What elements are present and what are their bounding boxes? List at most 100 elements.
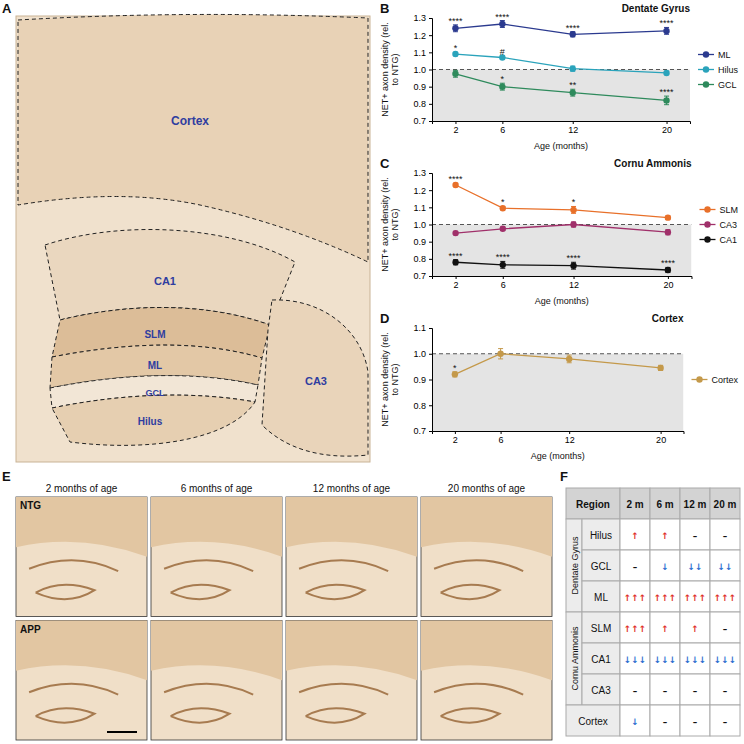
header-cell xyxy=(566,488,620,519)
y-tick: 0.9 xyxy=(413,237,432,247)
x-tick: 2 xyxy=(453,121,458,135)
row-label-cell xyxy=(582,612,620,643)
data-point xyxy=(570,65,576,71)
y-tick: 0.9 xyxy=(413,82,432,92)
x-tick: 2 xyxy=(454,276,459,290)
cortex-band xyxy=(16,497,147,557)
significance-label: **** xyxy=(566,23,581,33)
value-cell xyxy=(650,612,680,643)
series-line xyxy=(455,24,666,34)
y-axis: 0.70.80.91.01.11.21.3 xyxy=(413,168,432,281)
below-baseline-area xyxy=(432,225,691,277)
x-tick-mark xyxy=(661,431,662,434)
below-baseline-area xyxy=(432,70,690,122)
change-indicator: ↓ xyxy=(631,717,639,727)
data-point xyxy=(500,226,506,232)
significance-label: * xyxy=(572,197,576,207)
y-tick-mark xyxy=(429,190,432,191)
y-tick-mark xyxy=(429,70,432,71)
change-indicator: ↑ xyxy=(661,624,669,634)
x-tick-mark xyxy=(455,431,456,434)
data-point xyxy=(570,207,576,213)
x-axis: 261220 xyxy=(433,431,684,445)
hippocampus-outline xyxy=(164,684,253,723)
legend-marker xyxy=(703,81,709,87)
change-indicator: ↓↓↓ xyxy=(624,655,647,665)
legend-label: ML xyxy=(718,50,731,60)
legend-label: CA3 xyxy=(719,220,737,230)
y-tick: 0.7 xyxy=(413,426,432,436)
data-point xyxy=(665,214,671,220)
x-tick-label: 2 xyxy=(454,280,459,290)
y-tick-mark xyxy=(429,276,432,277)
hippocampus-outline xyxy=(434,560,523,599)
y-tick: 0.7 xyxy=(413,271,432,281)
y-tick-mark xyxy=(429,225,432,226)
y-axis-title: NET+ axon density (rel.to NTG) xyxy=(380,22,400,116)
y-tick-mark xyxy=(429,121,432,122)
value-cell xyxy=(710,519,740,550)
y-tick-mark xyxy=(429,173,432,174)
micrograph xyxy=(286,497,417,617)
plot-area xyxy=(432,182,691,276)
error-bar xyxy=(500,261,505,268)
value-cell xyxy=(710,674,740,705)
header-label: 2 m xyxy=(626,499,643,510)
chart-title: Dentate Gyrus xyxy=(622,3,691,14)
value-cell xyxy=(620,519,650,550)
y-tick-label: 1.2 xyxy=(413,186,426,196)
column-header: 20 months of age xyxy=(448,483,526,494)
column-header: 6 months of age xyxy=(181,483,253,494)
significance-label: **** xyxy=(448,16,463,26)
error-bar xyxy=(664,96,669,105)
x-tick-label: 20 xyxy=(656,435,666,445)
y-axis: 0.70.80.91.01.11.21.3 xyxy=(413,13,432,126)
value-cell xyxy=(620,643,650,674)
y-tick: 1.2 xyxy=(413,186,432,196)
change-indicator: – xyxy=(633,686,638,696)
x-tick: 12 xyxy=(568,121,578,135)
x-tick: 12 xyxy=(565,431,575,445)
x-axis-line xyxy=(433,432,684,435)
value-cell xyxy=(710,643,740,674)
micrograph-grid: 2 months of age6 months of age12 months … xyxy=(16,483,552,740)
row-label: NTG xyxy=(20,500,41,511)
y-tick: 1.3 xyxy=(413,168,432,178)
significance-label: **** xyxy=(495,12,510,22)
legend-item: Cortex xyxy=(691,375,738,385)
x-tick: 20 xyxy=(662,121,672,135)
row-label-cell xyxy=(582,674,620,705)
significance-label: **** xyxy=(496,252,511,262)
x-tick-mark xyxy=(573,121,574,124)
value-cell xyxy=(650,581,680,612)
micrograph xyxy=(286,621,417,741)
error-bar xyxy=(500,21,505,28)
annotations: * xyxy=(453,363,457,373)
y-tick-mark xyxy=(429,242,432,243)
data-point xyxy=(452,71,458,77)
legend-item: Hilus xyxy=(698,65,739,75)
error-bar xyxy=(453,70,458,77)
region-label: GCL xyxy=(146,388,166,398)
micrograph: APP xyxy=(16,621,147,741)
significance-label: **** xyxy=(661,258,676,268)
change-indicator: – xyxy=(633,562,638,572)
panel-letter: F xyxy=(560,469,568,484)
x-tick-label: 2 xyxy=(453,435,458,445)
micrograph xyxy=(421,497,552,617)
value-cell xyxy=(620,612,650,643)
value-cell xyxy=(710,705,740,736)
x-tick-mark xyxy=(668,276,669,279)
x-tick: 20 xyxy=(663,276,673,290)
change-indicator: ↓↓↓ xyxy=(654,655,677,665)
change-indicator: – xyxy=(723,717,728,727)
error-bar xyxy=(571,222,576,227)
value-cell xyxy=(620,581,650,612)
micrograph xyxy=(421,621,552,741)
data-point xyxy=(663,97,669,103)
data-point xyxy=(499,21,505,27)
error-bar xyxy=(570,89,575,96)
data-point xyxy=(500,262,506,268)
image-background xyxy=(16,621,147,741)
y-tick: 1.2 xyxy=(413,31,432,41)
